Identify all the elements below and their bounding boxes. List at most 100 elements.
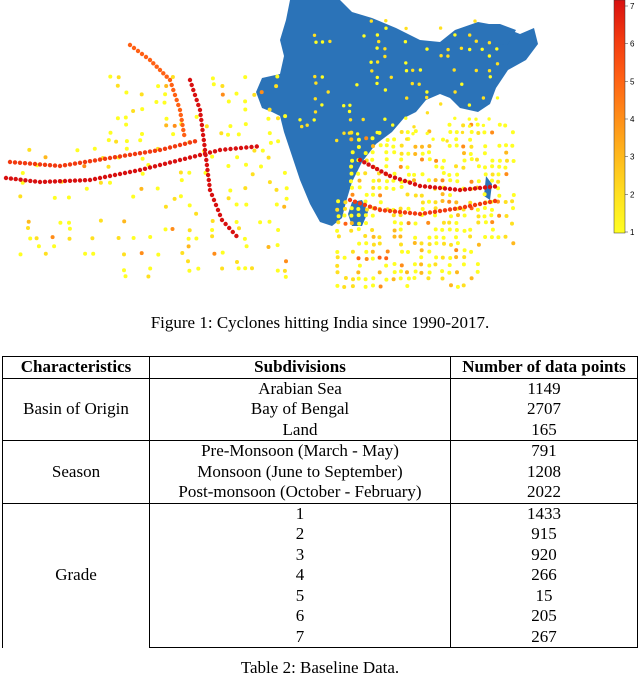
track-point [412,172,417,177]
track-point [442,208,448,213]
track-point [213,202,219,208]
track-point [384,186,389,190]
table-row: 2 915 [3,524,638,545]
track-point [474,68,478,73]
track-point [391,277,396,282]
track-point [234,91,239,96]
track-point [427,184,433,190]
track-point [252,92,257,97]
track-point [375,33,380,37]
track-point [457,205,463,211]
track-point [475,157,479,162]
track-point [476,214,481,219]
track-point [384,19,388,23]
track-point [383,171,388,176]
track-point [243,266,248,271]
track-point [392,228,397,233]
land-shape [456,24,516,46]
track-point [98,218,103,223]
count-cell: 266 [450,565,638,586]
track-point [377,255,382,260]
track-point [488,75,492,79]
track-point [115,116,120,121]
track-point [490,227,495,232]
track-point [468,227,473,232]
track-point [189,82,194,88]
track-point [206,177,211,183]
track-point [124,139,129,144]
track-point [371,283,375,288]
track-point [402,210,408,215]
track-point [203,152,208,158]
track-point [496,179,501,184]
track-point [259,90,264,95]
track-point [411,68,415,73]
track-point [42,162,48,167]
track-point [34,236,39,241]
track-point [349,206,354,211]
track-point [427,249,432,254]
track-point [282,170,287,175]
track-point [434,255,439,260]
track-point [169,82,174,88]
track-point [434,235,439,240]
track-point [447,186,453,192]
track-point [362,202,368,208]
track-point [116,236,121,240]
track-point [172,159,178,164]
track-point [275,74,280,79]
track-point [210,219,215,223]
track-point [447,220,452,225]
track-point [92,146,97,151]
count-cell: 2707 [450,399,638,420]
track-point [67,220,71,225]
track-point [370,136,375,141]
track-point [357,263,362,268]
track-point [226,132,230,137]
track-point [407,210,413,216]
track-point [468,200,473,205]
track-point [13,176,18,182]
track-point [102,174,108,180]
track-point [57,179,63,184]
track-point [384,277,389,282]
track-point [454,143,459,148]
track-point [356,137,361,142]
track-point [313,110,318,114]
track-point [433,227,438,232]
track-point [207,182,212,188]
track-point [392,234,397,239]
track-point [343,276,348,280]
track-point [274,202,279,207]
track-point [447,199,452,204]
track-point [122,219,127,224]
count-cell: 15 [450,585,638,606]
track-point [425,95,429,100]
track-point [433,213,437,218]
track-point [375,81,379,86]
track-point [275,268,280,273]
track-point [211,82,216,87]
table-row: 6 205 [3,606,638,627]
track-point [115,83,120,88]
track-point [495,62,500,66]
track-point [405,165,410,170]
track-point [462,228,467,233]
track-point [487,54,492,58]
track-point [217,212,223,218]
track-point [420,157,424,162]
track-point [511,193,516,197]
cyclone-map-figure: 1 2 3 4 5 6 7 [0,0,640,305]
track-point [140,132,144,136]
subdivision-cell: 7 [149,626,451,648]
track-point [163,204,168,209]
track-point [387,173,393,179]
track-point [320,40,325,44]
figure-caption: Figure 1: Cyclones hitting India since 1… [150,313,490,332]
track-point [384,157,389,162]
track-point [468,152,473,156]
track-point [122,153,128,158]
track-point [313,97,317,101]
track-point [417,82,421,86]
track-point [237,226,241,231]
